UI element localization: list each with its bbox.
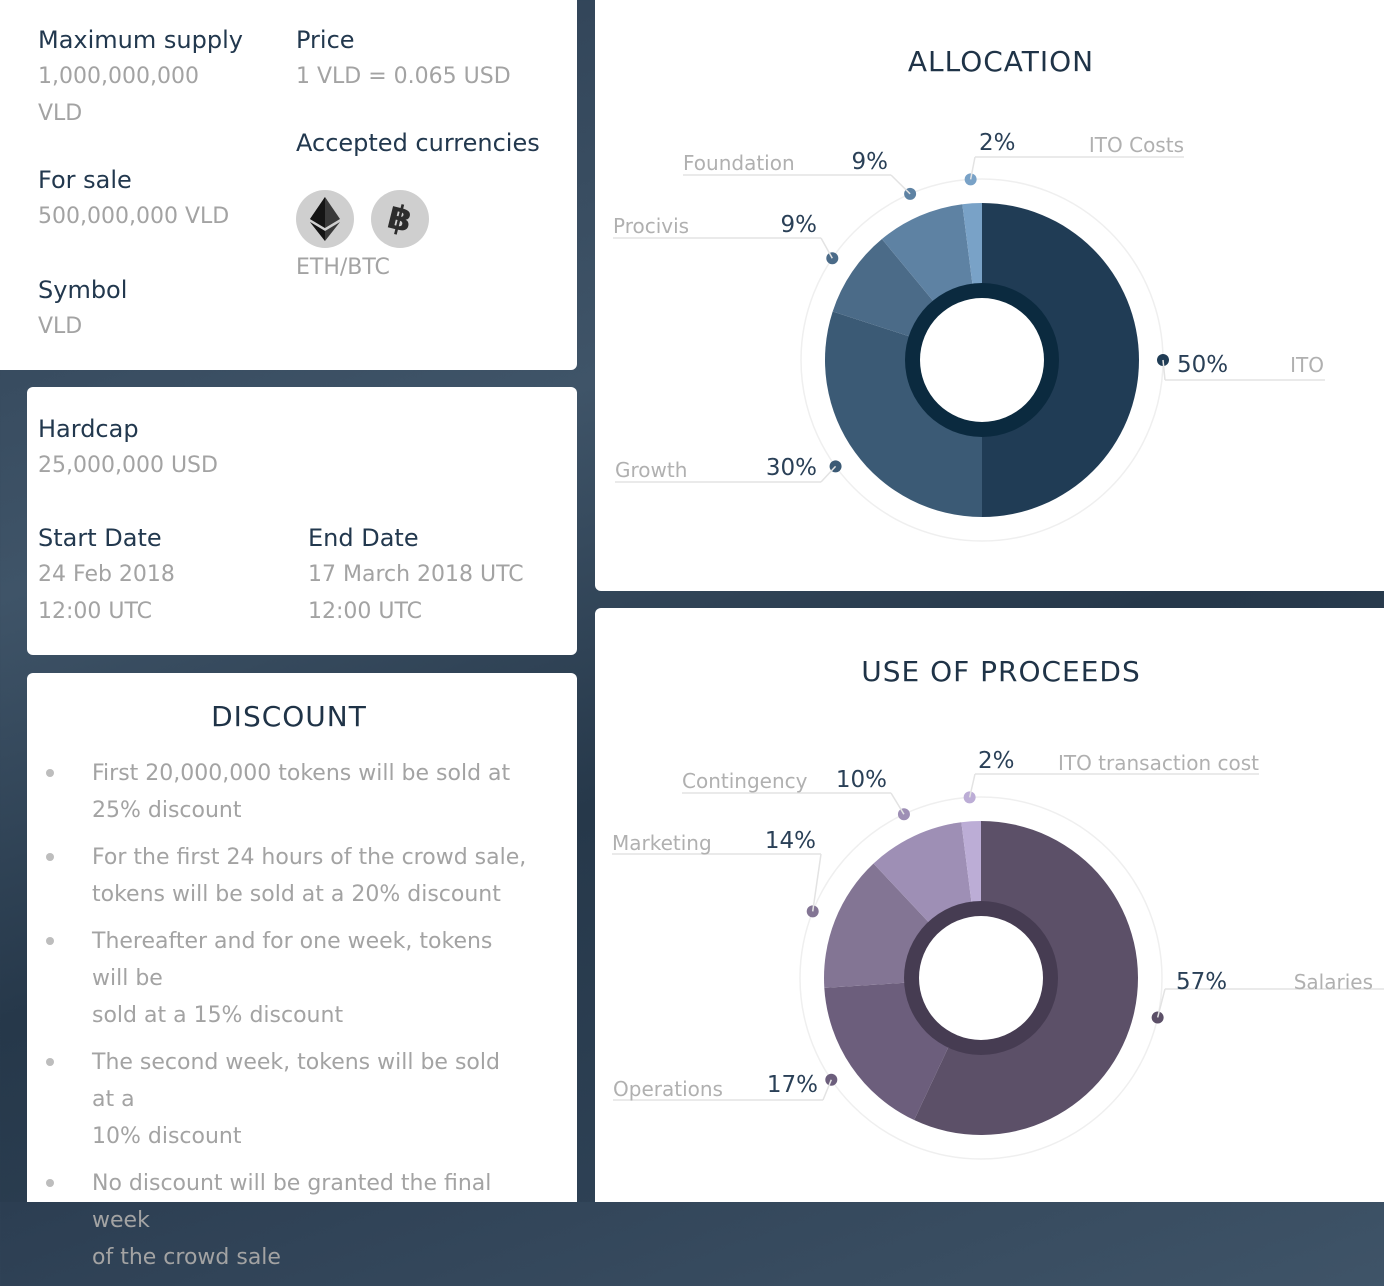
slice-name-procivis: Procivis	[613, 214, 689, 238]
slice-marker-ito-costs	[964, 173, 977, 186]
price-label: Price	[296, 26, 355, 54]
label-connector	[1162, 359, 1166, 381]
label-connector	[890, 174, 911, 195]
slice-name-foundation: Foundation	[683, 151, 795, 175]
label-connector	[890, 792, 905, 815]
allocation-title: ALLOCATION	[907, 45, 1095, 78]
slice-percent-salaries: 57%	[1176, 969, 1227, 995]
end-date-label: End Date	[308, 524, 419, 552]
donut-hole	[919, 916, 1043, 1040]
hardcap-label: Hardcap	[38, 415, 139, 443]
label-connector	[969, 156, 976, 180]
currencies-value: ETH/BTC	[296, 255, 390, 280]
slice-name-ito-costs: ITO Costs	[1089, 133, 1184, 157]
slice-percent-ito-transaction-cost: 2%	[978, 748, 1015, 774]
start-time-value: 12:00 UTC	[38, 599, 153, 624]
for-sale-label: For sale	[38, 166, 132, 194]
symbol-label: Symbol	[38, 276, 128, 304]
slice-percent-operations: 17%	[767, 1072, 818, 1098]
start-date-label: Start Date	[38, 524, 162, 552]
slice-name-ito-transaction-cost: ITO transaction cost	[1058, 751, 1259, 775]
slice-percent-ito-costs: 2%	[979, 130, 1016, 156]
end-date-value: 17 March 2018 UTC	[308, 562, 524, 587]
label-connector	[1156, 988, 1166, 1018]
max-supply-value: 1,000,000,000	[38, 64, 199, 89]
slice-percent-marketing: 14%	[765, 828, 816, 854]
donut-hole	[920, 298, 1044, 422]
allocation-donut-chart: ITO 50% Growth 30% Procivis 9% Foundation 9% ITO…	[613, 130, 1325, 542]
end-time-value: 12:00 UTC	[308, 599, 423, 624]
slice-name-ito: ITO	[1290, 353, 1324, 377]
discount-item: No discount will be granted the final we…	[38, 1165, 528, 1276]
discount-item: The second week, tokens will be sold at …	[38, 1044, 528, 1155]
discount-list: First 20,000,000 tokens will be sold at 2…	[38, 755, 528, 1286]
label-connector	[820, 465, 837, 483]
bitcoin-icon: ฿	[371, 190, 429, 248]
start-date-value: 24 Feb 2018	[38, 562, 175, 587]
slice-percent-contingency: 10%	[836, 767, 887, 793]
discount-item: First 20,000,000 tokens will be sold at 2…	[38, 755, 528, 829]
slice-name-marketing: Marketing	[612, 831, 712, 855]
label-connector	[811, 853, 822, 912]
slice-percent-procivis: 9%	[781, 212, 818, 238]
slice-name-contingency: Contingency	[682, 769, 808, 793]
slice-percent-ito: 50%	[1177, 352, 1228, 378]
slice-ito	[982, 203, 1139, 517]
discount-card	[27, 673, 577, 1202]
label-connector	[822, 1079, 832, 1101]
accepted-currencies-label: Accepted currencies	[296, 129, 540, 157]
hardcap-value: 25,000,000 USD	[38, 453, 218, 478]
symbol-value: VLD	[38, 314, 83, 339]
slice-marker-operations	[825, 1073, 838, 1086]
slice-percent-growth: 30%	[766, 455, 817, 481]
proceeds-card: USE OF PROCEEDS Salaries 57% Operations 17%…	[595, 608, 1384, 1202]
discount-item: Thereafter and for one week, tokens will…	[38, 923, 528, 1034]
token-info-card: Maximum supply 1,000,000,000 VLD For sal…	[0, 0, 577, 370]
sale-dates-card: Hardcap 25,000,000 USD Start Date 24 Feb…	[27, 387, 577, 655]
slice-marker-ito-transaction-cost	[963, 791, 976, 804]
slice-marker-contingency	[897, 808, 910, 821]
slice-name-growth: Growth	[615, 458, 687, 482]
max-supply-label: Maximum supply	[38, 26, 243, 54]
discount-item: For the first 24 hours of the crowd sale…	[38, 839, 528, 913]
allocation-card: ALLOCATION ITO 50% Growth 30% Procivis 9% Foun…	[595, 0, 1384, 591]
ethereum-icon	[296, 190, 354, 248]
label-connector	[820, 237, 833, 259]
slice-percent-foundation: 9%	[852, 149, 889, 175]
proceeds-title: USE OF PROCEEDS	[861, 655, 1141, 688]
price-value: 1 VLD = 0.065 USD	[296, 64, 511, 89]
guide-ring	[799, 796, 1163, 1160]
max-supply-unit: VLD	[38, 101, 83, 126]
slice-name-operations: Operations	[613, 1077, 723, 1101]
discount-title: DISCOUNT	[211, 700, 367, 733]
proceeds-donut-chart: Salaries 57% Operations 17% Marketing 14% Cont…	[612, 748, 1384, 1160]
label-connector	[968, 773, 976, 798]
slice-name-salaries: Salaries	[1294, 970, 1373, 994]
for-sale-value: 500,000,000 VLD	[38, 204, 230, 229]
